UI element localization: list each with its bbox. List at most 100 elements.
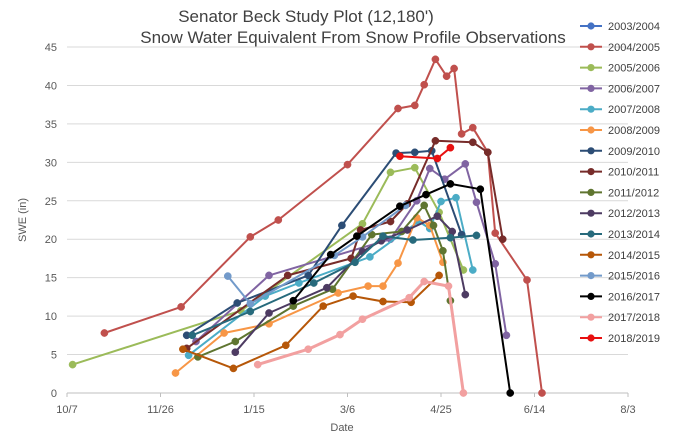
data-point: [326, 250, 335, 259]
series-2004-2005: [100, 55, 546, 397]
data-point: [319, 302, 328, 310]
legend-label: 2013/2014: [608, 229, 660, 241]
data-point: [439, 246, 447, 255]
data-point: [379, 232, 387, 240]
legend-swatch-marker: [587, 313, 595, 321]
data-point: [433, 154, 442, 163]
legend-label: 2014/2015: [608, 250, 660, 262]
data-point: [446, 143, 455, 152]
data-point: [420, 80, 429, 89]
x-tick-label: 10/7: [56, 404, 77, 416]
data-point: [410, 148, 419, 157]
data-point: [483, 148, 492, 157]
legend-label: 2011/2012: [608, 187, 659, 199]
y-tick-label: 25: [45, 196, 57, 208]
y-tick-label: 30: [45, 157, 57, 169]
y-tick-label: 20: [45, 234, 57, 246]
data-point: [364, 282, 372, 290]
y-axis-label: SWE (in): [17, 198, 29, 242]
legend-label: 2006/2007: [608, 83, 660, 95]
data-point: [231, 348, 240, 357]
data-point: [431, 55, 440, 64]
data-point: [188, 331, 197, 340]
data-point: [452, 193, 460, 202]
legend-label: 2015/2016: [608, 271, 660, 283]
data-point: [309, 279, 318, 287]
data-point: [304, 271, 313, 280]
x-tick-label: 8/3: [620, 404, 635, 416]
data-point: [437, 197, 445, 206]
data-point: [425, 164, 434, 173]
x-axis-label: Date: [330, 422, 353, 434]
data-point: [442, 72, 451, 81]
legend-swatch-marker: [587, 22, 595, 30]
legend-swatch-marker: [587, 43, 595, 51]
data-point: [450, 64, 458, 73]
legend-label: 2008/2009: [608, 125, 660, 137]
data-point: [491, 229, 500, 237]
data-point: [396, 152, 404, 161]
data-point: [472, 231, 481, 240]
data-point: [351, 258, 359, 267]
data-point: [289, 296, 298, 305]
data-point: [396, 202, 404, 211]
legend-swatch-marker: [587, 64, 595, 72]
legend-label: 2010/2011: [608, 167, 659, 179]
y-tick-label: 0: [51, 388, 57, 400]
series-line: [182, 274, 440, 370]
axes: 10/7 11/26 1/15 3/6 4/25 6/14 8/3: [56, 392, 636, 416]
legend-item: 2015/2016: [580, 271, 660, 283]
series-2009-2010: [182, 146, 466, 340]
data-point: [433, 212, 442, 221]
series-2008-2009: [171, 213, 447, 377]
legend-item: 2012/2013: [580, 208, 660, 220]
legend-swatch-marker: [587, 209, 595, 217]
data-point: [431, 136, 440, 145]
legend-swatch-marker: [587, 272, 595, 280]
data-point: [253, 360, 262, 369]
chart-title-line-2: Snow Water Equivalent From Snow Profile …: [140, 28, 566, 47]
data-point: [472, 198, 481, 207]
series-2017-2018: [253, 277, 468, 397]
legend-item: 2017/2018: [580, 312, 660, 324]
series-2018-2019: [396, 143, 455, 163]
series-2006-2007: [192, 160, 511, 346]
chart-title-line-1: Senator Beck Study Plot (12,180'): [178, 7, 434, 26]
legend-item: 2003/2004: [580, 21, 660, 33]
data-point: [403, 226, 412, 234]
data-point: [457, 130, 466, 138]
legend-item: 2010/2011: [580, 167, 659, 179]
data-point: [410, 101, 419, 110]
legend-item: 2005/2006: [580, 63, 660, 75]
data-point: [281, 341, 290, 350]
data-point: [177, 303, 185, 311]
legend-item: 2008/2009: [580, 125, 660, 137]
data-point: [498, 235, 507, 244]
data-point: [334, 289, 342, 297]
data-point: [100, 329, 109, 337]
data-point: [394, 104, 402, 113]
y-tick-label: 10: [45, 311, 57, 323]
data-point: [246, 299, 255, 308]
legend-label: 2017/2018: [608, 312, 660, 324]
data-point: [233, 299, 242, 307]
x-tick-label: 4/25: [430, 404, 451, 416]
data-point: [386, 168, 395, 177]
data-point: [405, 293, 414, 302]
data-point: [265, 309, 273, 317]
series-2013-2014: [188, 231, 481, 340]
data-point: [171, 369, 180, 377]
legend-swatch-marker: [587, 230, 595, 238]
legend-label: 2009/2010: [608, 146, 660, 158]
data-point: [435, 271, 443, 280]
series-lines: [68, 55, 546, 397]
legend-swatch-marker: [587, 188, 595, 196]
data-point: [422, 190, 430, 199]
data-point: [409, 236, 417, 244]
data-point: [338, 221, 346, 230]
data-point: [231, 337, 240, 346]
series-2016-2017: [289, 180, 515, 397]
data-point: [459, 389, 468, 397]
